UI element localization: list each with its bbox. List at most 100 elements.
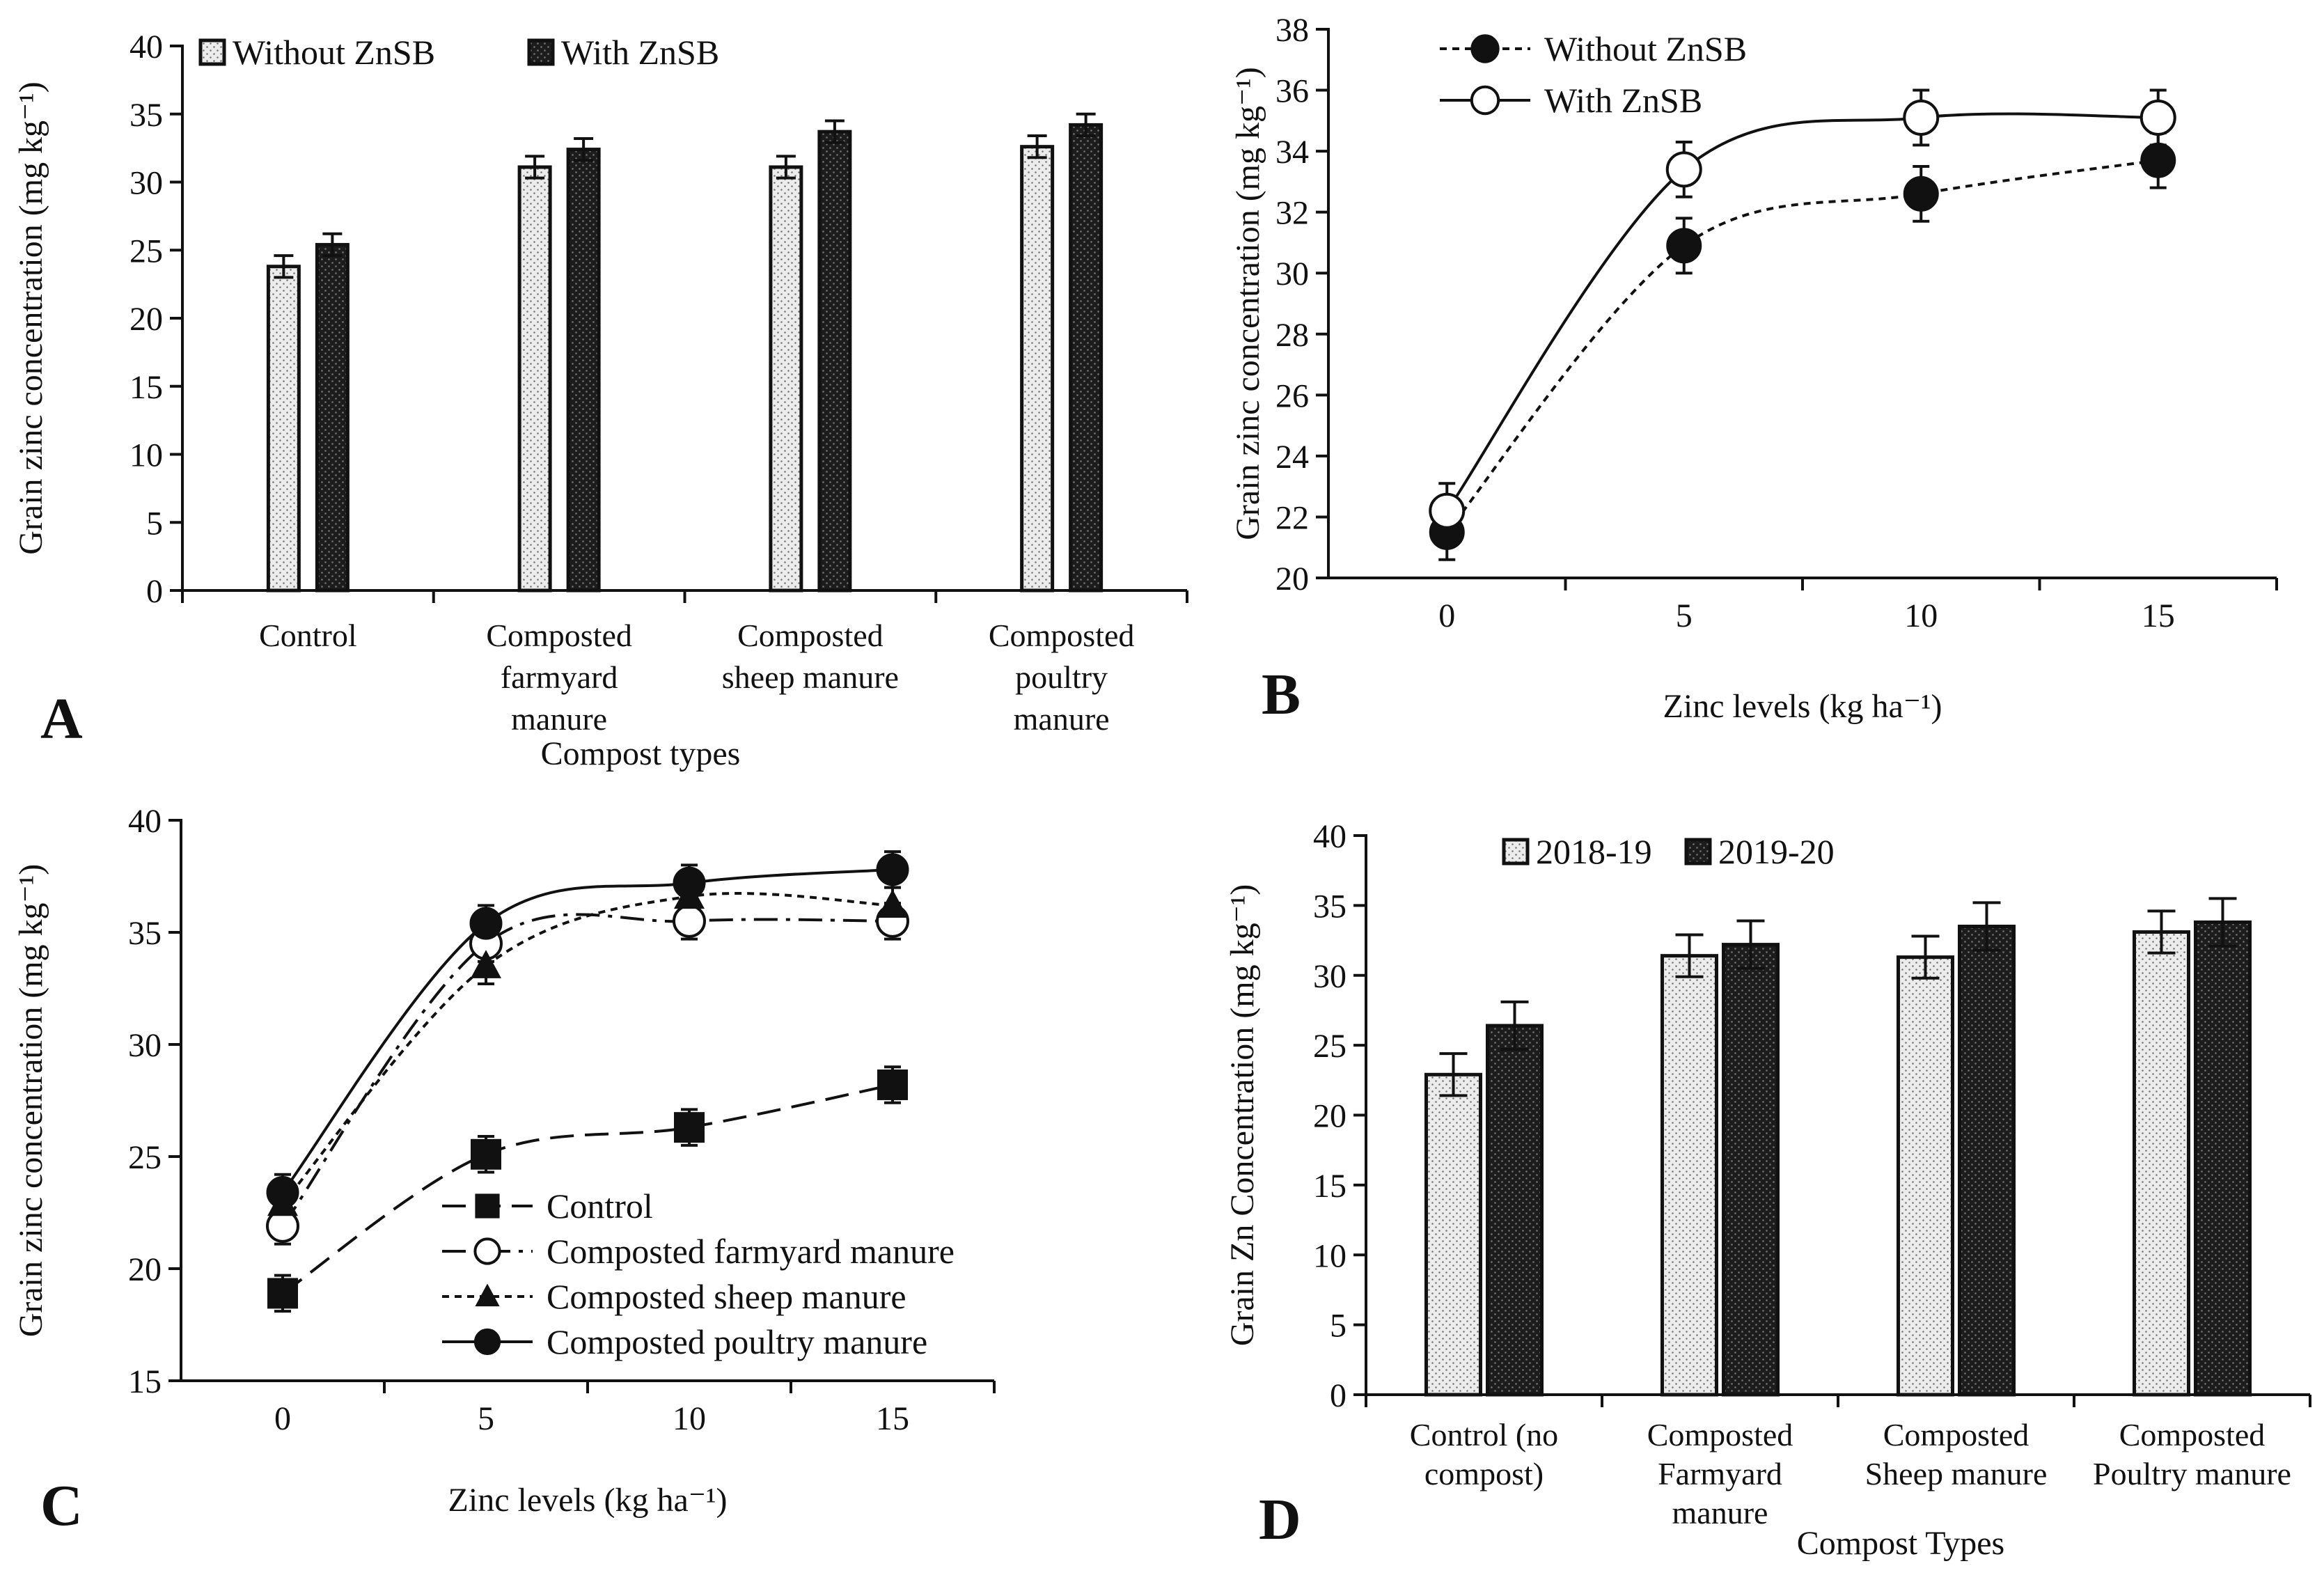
y-tick-label: 40 xyxy=(129,29,163,65)
y-tick-label: 5 xyxy=(146,505,163,542)
x-tick-label: 15 xyxy=(876,1400,909,1437)
bar-2019-20 xyxy=(1958,924,2016,1397)
y-tick-label: 0 xyxy=(1330,1377,1346,1414)
legend-label: 2019-20 xyxy=(1718,832,1835,871)
y-tick-label: 20 xyxy=(128,1251,162,1288)
marker-without-znsb xyxy=(1903,175,1939,212)
x-category-label-line: manure xyxy=(1014,701,1110,737)
y-tick-label: 26 xyxy=(1275,377,1309,414)
marker-control xyxy=(877,1069,908,1100)
x-axis-title: Compost Types xyxy=(1797,1525,2004,1562)
y-tick-label: 10 xyxy=(1313,1237,1346,1274)
panel-letter: A xyxy=(40,687,83,751)
marker-with-znsb xyxy=(1429,492,1466,529)
x-category-label: Composted Sheep manure xyxy=(1865,1417,2048,1491)
bar-with-znsb xyxy=(817,130,852,593)
bar-2018-19 xyxy=(1424,1072,1482,1397)
y-axis-title: Grain zinc concentration (mg kg⁻¹) xyxy=(13,81,49,554)
panel-letter: D xyxy=(1259,1487,1301,1552)
marker-composted-farmyard-manure xyxy=(673,904,706,938)
series-line-control xyxy=(281,1083,893,1295)
y-tick-label: 35 xyxy=(1313,888,1346,925)
bar-without-znsb xyxy=(769,165,803,593)
marker-composted-poultry-manure xyxy=(673,866,706,900)
bar-with-znsb xyxy=(315,242,350,593)
x-category-label: Composted farmyard manure xyxy=(486,618,632,737)
x-tick-label: 10 xyxy=(1904,597,1938,634)
y-tick-label: 15 xyxy=(129,369,163,406)
y-axis-title: Grain zinc concentration (mg kg⁻¹) xyxy=(1230,67,1266,540)
y-tick-label: 30 xyxy=(129,165,163,202)
y-tick-label: 5 xyxy=(1330,1308,1346,1345)
x-category-label-line: Control (no xyxy=(1410,1417,1558,1452)
legend-marker xyxy=(1470,85,1500,116)
marker-control xyxy=(674,1112,705,1143)
x-category-label: Control xyxy=(259,618,357,653)
x-category-label-line: Poultry manure xyxy=(2093,1456,2291,1491)
x-tick-label: 5 xyxy=(478,1400,494,1437)
x-category-label: Control (no compost) xyxy=(1410,1417,1558,1491)
marker-composted-sheep-manure xyxy=(471,950,501,978)
x-category-label-line: Composted xyxy=(2119,1417,2266,1452)
y-tick-label: 35 xyxy=(128,915,162,952)
y-tick-label: 28 xyxy=(1275,317,1309,354)
legend-label: Without ZnSB xyxy=(1544,29,1747,68)
y-tick-label: 40 xyxy=(1313,818,1346,855)
panel-b: 20 22 24 26 28 30 32 34 36 38 0 5 10 15 Without ZnSB Wi… xyxy=(1230,12,2278,727)
marker-without-znsb xyxy=(2140,142,2176,178)
x-tick-label: 0 xyxy=(274,1400,291,1437)
x-category-label: Composted Poultry manure xyxy=(2093,1417,2291,1491)
y-tick-label: 30 xyxy=(1313,958,1346,995)
bar-2018-19 xyxy=(1660,954,1718,1397)
y-tick-label: 34 xyxy=(1275,134,1309,171)
x-category-label-line: Control xyxy=(259,618,357,653)
marker-control xyxy=(471,1138,501,1170)
series-line-composted-poultry-manure xyxy=(281,868,893,1193)
x-category-label-line: Farmyard xyxy=(1658,1456,1782,1491)
legend-label: With ZnSB xyxy=(561,33,719,72)
y-tick-label: 20 xyxy=(129,301,163,338)
y-tick-label: 25 xyxy=(128,1139,162,1176)
x-category-label-line: Composted xyxy=(1647,1417,1793,1452)
y-tick-label: 35 xyxy=(129,97,163,134)
x-axis-title: Zinc levels (kg ha⁻¹) xyxy=(448,1482,728,1519)
x-category-label-line: poultry xyxy=(1015,659,1108,695)
panel-a: 0 5 10 15 20 25 30 35 40 Control Composted farmyard… xyxy=(13,29,1188,772)
bar-with-znsb xyxy=(1069,123,1104,593)
x-category-label-line: sheep manure xyxy=(722,659,899,695)
marker-composted-poultry-manure xyxy=(266,1176,299,1209)
x-axis-title: Compost types xyxy=(541,735,741,772)
x-tick-label: 0 xyxy=(1438,597,1455,634)
x-category-label-line: farmyard xyxy=(501,659,618,695)
bar-without-znsb xyxy=(1020,145,1055,593)
y-tick-label: 20 xyxy=(1275,561,1309,597)
bar-with-znsb xyxy=(566,148,601,593)
y-tick-label: 24 xyxy=(1275,439,1309,476)
legend-marker xyxy=(473,1237,501,1265)
legend-label: 2018-19 xyxy=(1536,832,1652,871)
series-line-with-znsb xyxy=(1445,112,2158,512)
x-category-label-line: manure xyxy=(1672,1495,1768,1530)
y-tick-label: 25 xyxy=(129,233,163,269)
y-tick-label: 0 xyxy=(146,573,163,610)
marker-composted-poultry-manure xyxy=(876,853,909,886)
legend-label: With ZnSB xyxy=(1544,81,1702,120)
marker-with-znsb xyxy=(2140,99,2176,136)
legend-label: Composted poultry manure xyxy=(547,1322,927,1361)
series-line-without-znsb xyxy=(1445,159,2159,533)
y-tick-label: 38 xyxy=(1275,12,1309,49)
marker-with-znsb xyxy=(1665,151,1702,188)
bar-2018-19 xyxy=(2133,930,2190,1397)
x-category-label-line: Sheep manure xyxy=(1865,1456,2048,1491)
x-tick-label: 15 xyxy=(2142,597,2175,634)
legend-label: Composted sheep manure xyxy=(547,1277,906,1316)
y-tick-label: 15 xyxy=(128,1363,162,1400)
series-line-composted-sheep-manure xyxy=(281,892,893,1205)
y-tick-label: 36 xyxy=(1275,73,1309,110)
legend-label: Control xyxy=(547,1186,653,1225)
x-category-label: Composted poultry manure xyxy=(989,618,1135,737)
bar-2018-19 xyxy=(1897,955,1954,1397)
marker-control xyxy=(267,1278,298,1309)
legend-label: Without ZnSB xyxy=(233,33,435,72)
